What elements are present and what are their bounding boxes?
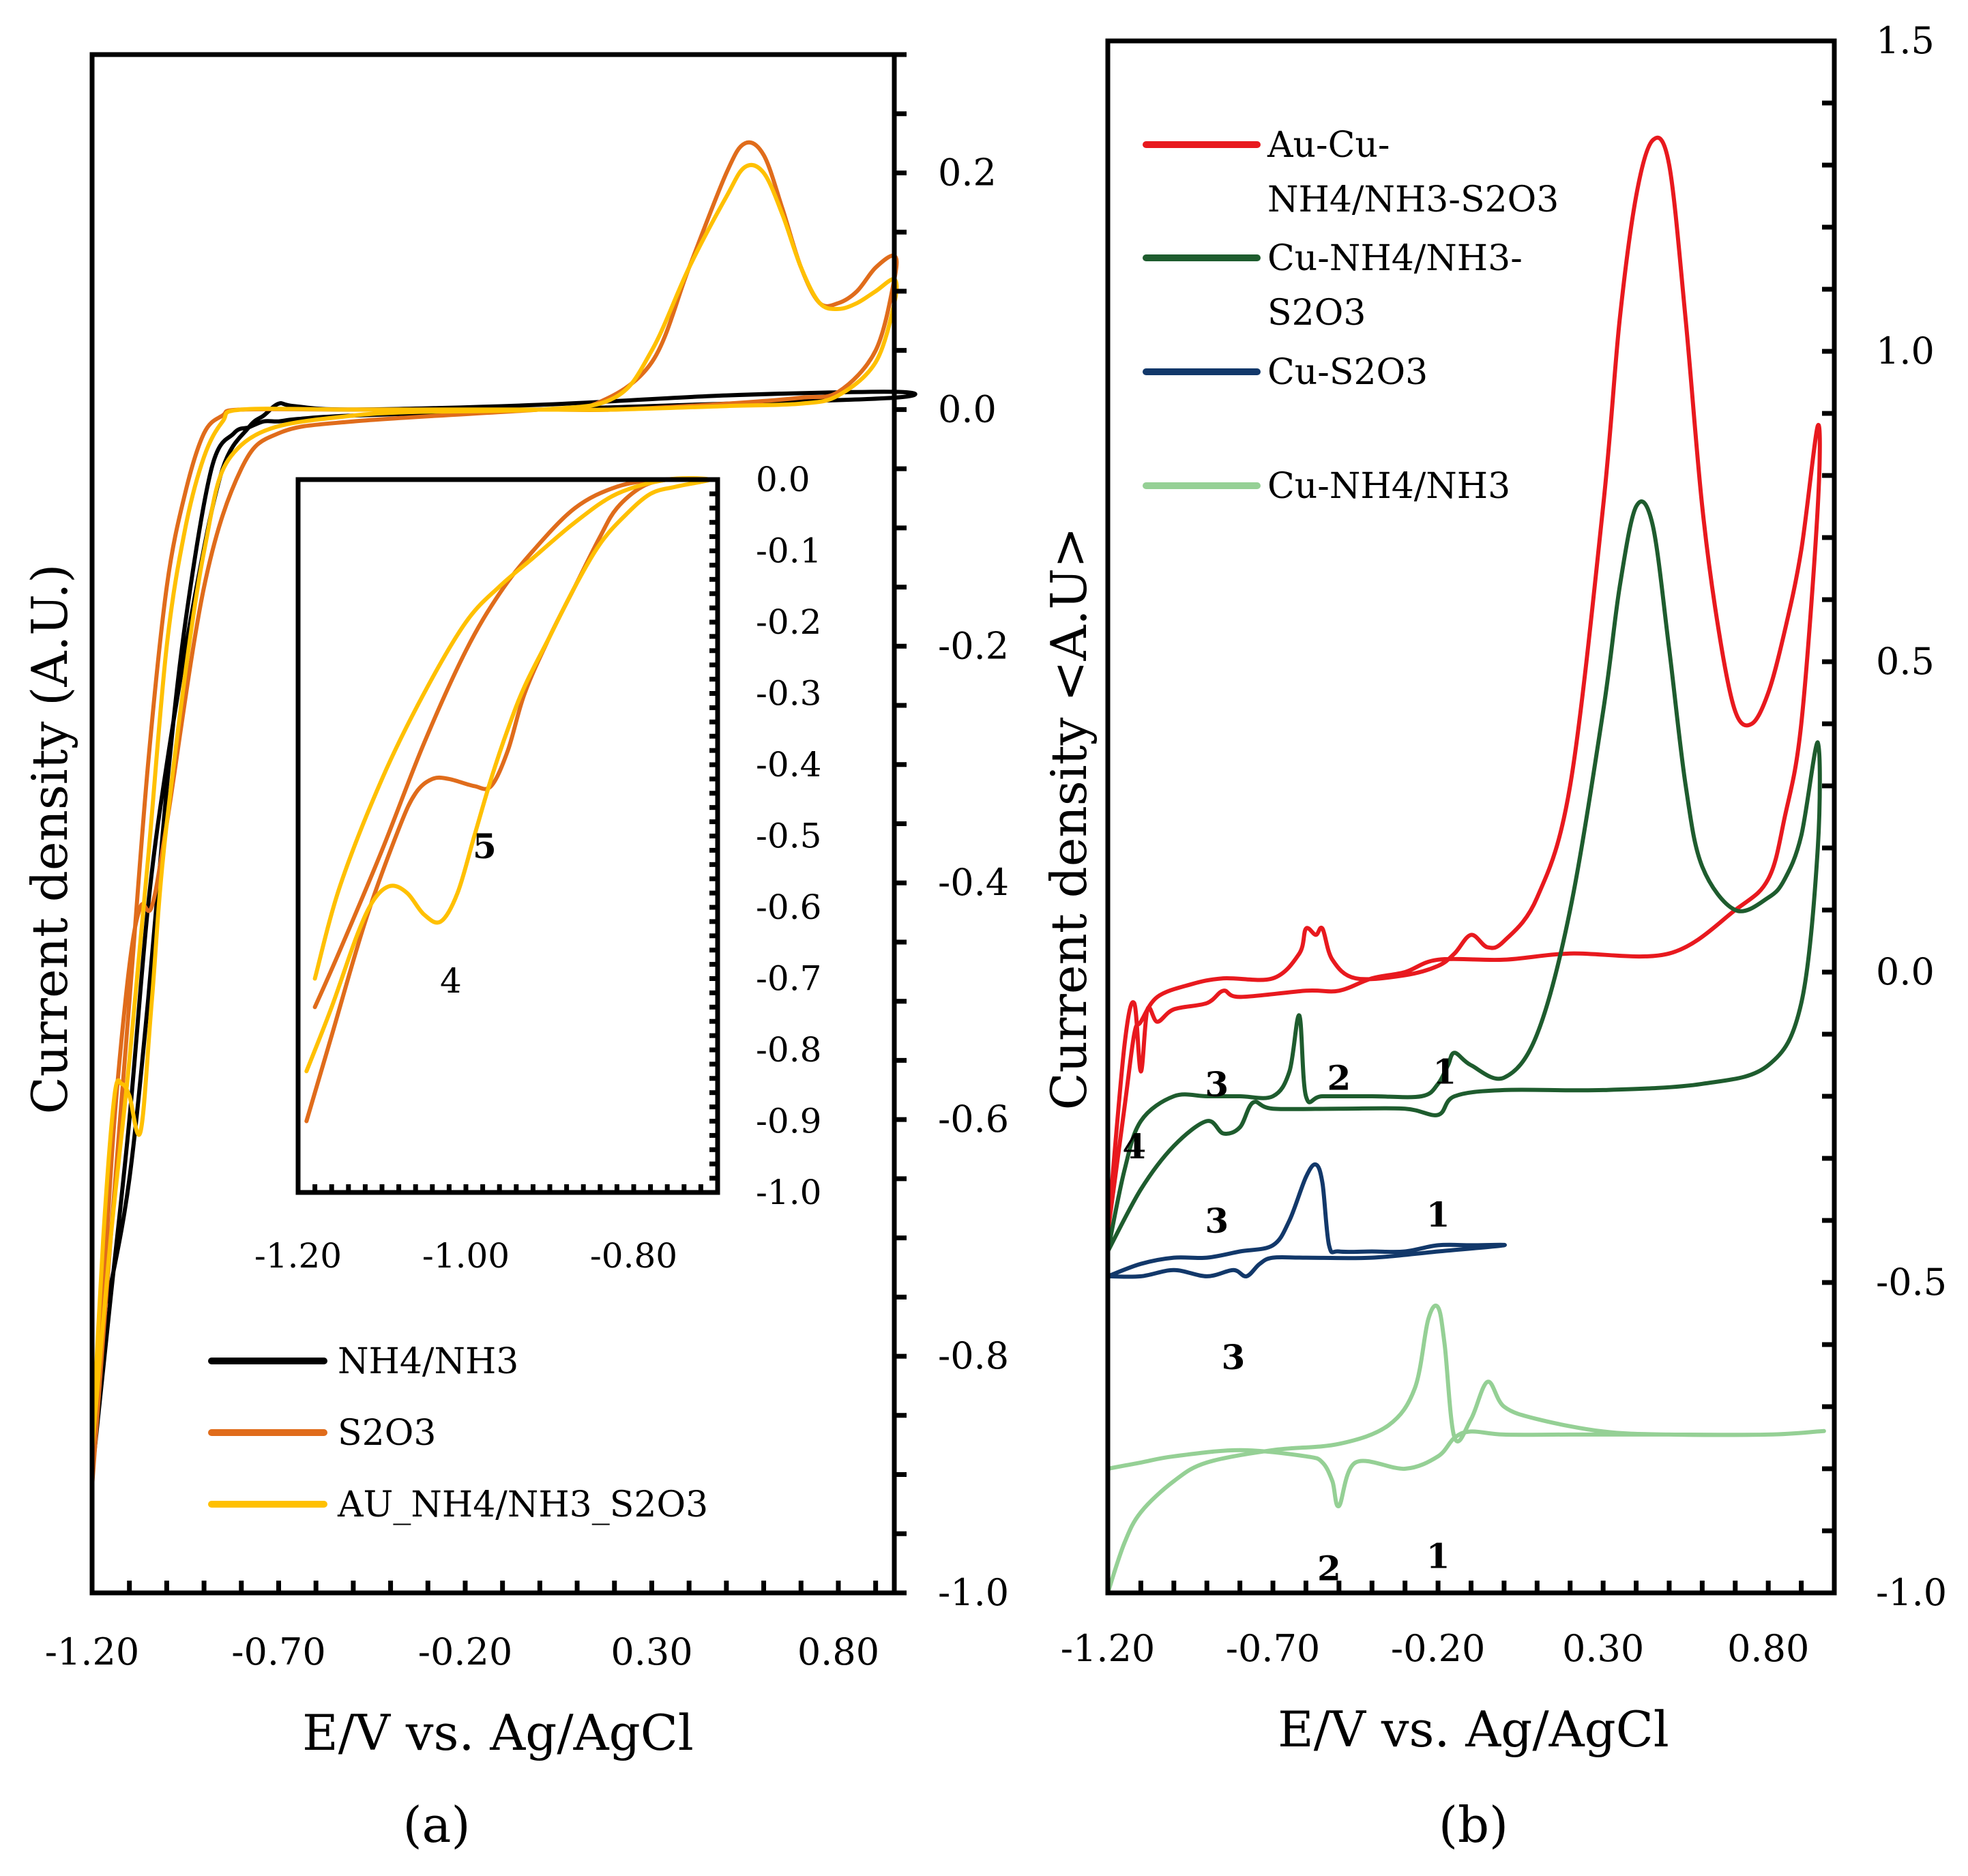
panel-a-caption: (a) — [402, 1796, 470, 1853]
y-tick-label: 0.0 — [1876, 950, 1935, 993]
legend-label-line: Cu-S2O3 — [1267, 352, 1428, 393]
y-tick-label: 0.5 — [1876, 640, 1935, 683]
x-tick-label: -0.20 — [1391, 1627, 1485, 1670]
inset-y-tick-label: -0.6 — [756, 888, 821, 927]
peak-annotation: 2 — [1317, 1549, 1341, 1589]
legend-label-cu-s2o3: Cu-S2O3 — [1267, 352, 1428, 393]
panel-b-y-axis-title: Current density <A.U> — [1040, 527, 1098, 1111]
panel-b-series-au-cu-nh4-nh3-s2o3 — [1106, 135, 1822, 1235]
y-tick-label: -0.5 — [1876, 1261, 1947, 1304]
inset-series-s2o3 — [304, 477, 711, 1124]
inset-y-tick-label: -0.2 — [756, 602, 821, 642]
inset-annotation: 5 — [473, 826, 497, 866]
y-tick-label: 0.2 — [938, 151, 997, 194]
panel-a-x-axis-title: E/V vs. Ag/AgCl — [302, 1704, 694, 1761]
legend-label-au-nh4-nh3-s2o3: AU_NH4/NH3_S2O3 — [337, 1484, 708, 1525]
x-tick-label: 0.80 — [797, 1630, 879, 1673]
x-tick-label: -0.70 — [1226, 1627, 1320, 1670]
peak-annotation: 3 — [1222, 1337, 1246, 1377]
legend-label-nh4-nh3: NH4/NH3 — [338, 1341, 518, 1382]
y-tick-label: -0.4 — [938, 861, 1009, 904]
legend-label-au-cu-nh4-nh3-s2o3: Au-Cu- NH4/NH3-S2O3 — [1267, 125, 1559, 220]
y-tick-label: -0.6 — [938, 1098, 1009, 1141]
inset-y-tick-label: -0.9 — [756, 1102, 821, 1141]
x-tick-label: -1.20 — [45, 1630, 139, 1673]
inset-x-tick-label: -1.00 — [422, 1236, 510, 1276]
panel-b-annotations: 3 2 1 4 3 1 3 2 1 — [1122, 1052, 1456, 1589]
panel-a-legend: NH4/NH3 S2O3 AU_NH4/NH3_S2O3 — [208, 1341, 708, 1525]
y-tick-label: 1.5 — [1876, 19, 1935, 62]
panel-b-series-cu-s2o3 — [1106, 1162, 1507, 1279]
legend-label-line: Cu-NH4/NH3- — [1267, 238, 1523, 279]
peak-annotation: 1 — [1433, 1052, 1456, 1092]
peak-annotation: 1 — [1426, 1195, 1450, 1235]
inset-y-tick-label: -1.0 — [756, 1173, 821, 1212]
peak-annotation: 3 — [1205, 1201, 1229, 1241]
y-tick-label: 0.0 — [938, 387, 997, 430]
inset-background — [298, 480, 718, 1192]
peak-annotation: 3 — [1205, 1064, 1229, 1104]
panel-a-curves — [90, 140, 917, 1489]
inset-x-tick-label: -1.20 — [254, 1236, 342, 1276]
y-tick-label: -0.8 — [938, 1334, 1009, 1377]
inset-y-tick-label: -0.7 — [756, 959, 821, 999]
inset-annotation: 4 — [440, 961, 462, 1001]
legend-label-line: Cu-NH4/NH3 — [1267, 466, 1510, 507]
x-tick-label: 0.30 — [611, 1630, 692, 1673]
inset-y-tick-label: 0.0 — [756, 460, 810, 499]
x-tick-label: 0.80 — [1727, 1627, 1809, 1670]
inset-y-tick-label: -0.3 — [756, 674, 821, 714]
x-tick-label: 0.30 — [1562, 1627, 1644, 1670]
y-tick-label: -0.2 — [938, 624, 1009, 667]
y-tick-label: 1.0 — [1876, 329, 1935, 372]
panel-b-series-cu-nh4-nh3-s2o3 — [1106, 499, 1822, 1254]
inset-ticks: -1.20 -1.00 -0.80 0.0 -0.1 -0.2 -0.3 -0.4 -0.5 -0… — [254, 460, 822, 1276]
x-tick-label: -1.20 — [1061, 1627, 1155, 1670]
panel-a-series-au-nh4-nh3-s2o3 — [90, 162, 899, 1453]
legend-label-cu-nh4-nh3-s2o3: Cu-NH4/NH3- S2O3 — [1267, 238, 1523, 334]
panel-a: -1.20 -0.70 -0.20 0.30 0.80 0.2 0.0 -0.2 -0.4 -0.… — [21, 52, 1009, 1853]
inset-x-tick-label: -0.80 — [590, 1236, 677, 1276]
legend-label-cu-nh4-nh3: Cu-NH4/NH3 — [1267, 466, 1510, 507]
panel-b: -1.20 -0.70 -0.20 0.30 0.80 1.5 1.0 0.5 0.0 -0.5 -… — [1040, 19, 1947, 1853]
panel-a-y-axis-title: Current density (A.U.) — [21, 564, 78, 1115]
peak-annotation: 1 — [1426, 1536, 1450, 1576]
panel-b-caption: (b) — [1439, 1796, 1508, 1853]
panel-b-curves — [1106, 135, 1826, 1595]
x-tick-label: -0.70 — [231, 1630, 325, 1673]
inset-y-tick-label: -0.8 — [756, 1030, 821, 1070]
y-tick-label: -1.0 — [1876, 1571, 1947, 1614]
y-tick-label: -1.0 — [938, 1571, 1009, 1614]
panel-b-series-cu-nh4-nh3 — [1106, 1303, 1826, 1595]
inset-y-tick-label: -0.5 — [756, 817, 821, 856]
x-tick-label: -0.20 — [418, 1630, 512, 1673]
inset-series-au-nh4-nh3-s2o3 — [304, 476, 711, 1074]
panel-b-x-axis-title: E/V vs. Ag/AgCl — [1278, 1701, 1669, 1758]
panel-a-ticks: -1.20 -0.70 -0.20 0.30 0.80 0.2 0.0 -0.2 -0.4 -0.… — [45, 52, 1009, 1673]
legend-label-line: NH4/NH3-S2O3 — [1267, 179, 1559, 220]
panel-b-ticks: -1.20 -0.70 -0.20 0.30 0.80 1.5 1.0 0.5 0.0 -0.5 -… — [1061, 19, 1947, 1670]
inset-y-tick-label: -0.1 — [756, 531, 821, 571]
legend-label-line: Au-Cu- — [1267, 125, 1390, 166]
legend-label-s2o3: S2O3 — [338, 1413, 436, 1454]
inset-y-tick-label: -0.4 — [756, 745, 821, 785]
peak-annotation: 4 — [1122, 1126, 1146, 1167]
inset-chart: -1.20 -1.00 -0.80 0.0 -0.1 -0.2 -0.3 -0.4 -0.5 -0… — [254, 460, 822, 1276]
legend-label-line: S2O3 — [1267, 293, 1366, 334]
peak-annotation: 2 — [1327, 1058, 1351, 1098]
inset-curves — [304, 476, 711, 1124]
panel-b-legend: Au-Cu- NH4/NH3-S2O3 Cu-NH4/NH3- S2O3 Cu-S2O3… — [1143, 125, 1559, 507]
